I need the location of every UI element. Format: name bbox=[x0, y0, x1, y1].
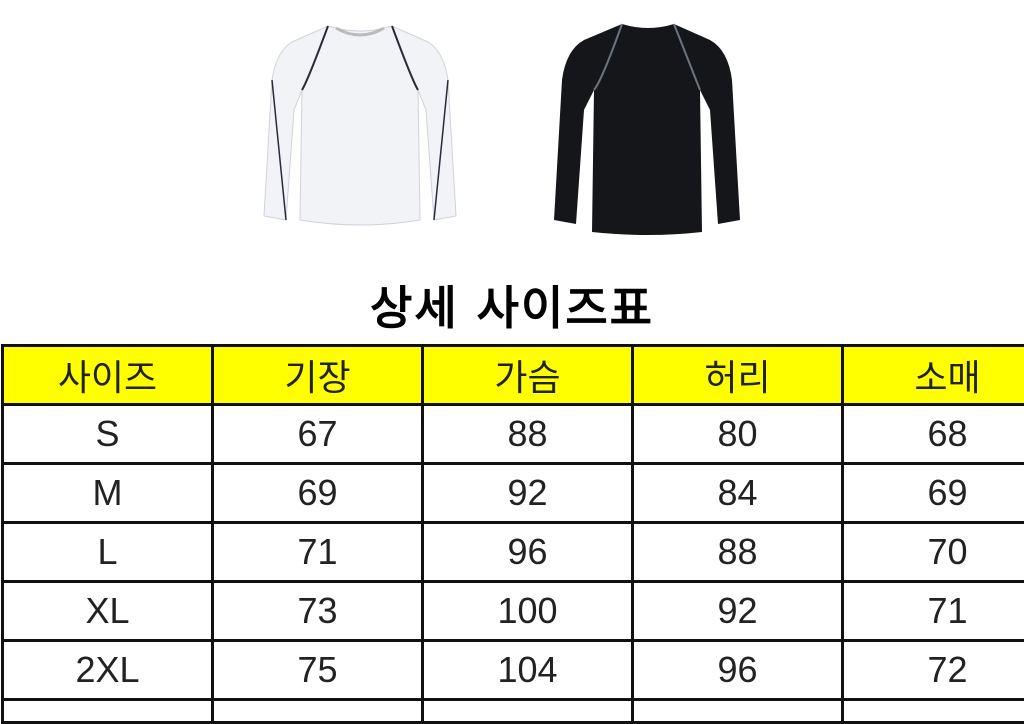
table-cell: 73 bbox=[211, 580, 424, 642]
table-cell: 71 bbox=[841, 580, 1024, 642]
table-cell: 104 bbox=[421, 639, 634, 701]
header-size: 사이즈 bbox=[1, 344, 214, 406]
table-cell: M bbox=[1, 462, 214, 524]
header-length: 기장 bbox=[211, 344, 424, 406]
table-cell: 71 bbox=[211, 521, 424, 583]
table-cell: 69 bbox=[841, 462, 1024, 524]
header-chest: 가슴 bbox=[421, 344, 634, 406]
page-title: 상세 사이즈표 bbox=[370, 281, 654, 335]
table-cell bbox=[211, 698, 424, 724]
table-cell: S bbox=[1, 403, 214, 465]
header-sleeve: 소매 bbox=[841, 344, 1024, 406]
table-row: S 67 88 80 68 bbox=[1, 403, 1024, 465]
table-cell: 75 bbox=[211, 639, 424, 701]
table-cell: XL bbox=[1, 580, 214, 642]
table-header-row: 사이즈 기장 가슴 허리 소매 bbox=[1, 344, 1024, 406]
table-cell bbox=[1, 698, 214, 724]
table-cell: 88 bbox=[631, 521, 844, 583]
table-row: XL 73 100 92 71 bbox=[1, 580, 1024, 642]
table-cell bbox=[631, 698, 844, 724]
table-cell: 2XL bbox=[1, 639, 214, 701]
table-cell: 92 bbox=[421, 462, 634, 524]
table-cell: 69 bbox=[211, 462, 424, 524]
table-cell: L bbox=[1, 521, 214, 583]
table-cell: 72 bbox=[841, 639, 1024, 701]
white-shirt-image bbox=[263, 25, 457, 226]
table-cell: 84 bbox=[631, 462, 844, 524]
size-table: 사이즈 기장 가슴 허리 소매 S 67 88 80 68 M 69 92 84 69 L 71 9… bbox=[1, 344, 1024, 724]
table-row-partial bbox=[1, 698, 1024, 724]
table-cell: 68 bbox=[841, 403, 1024, 465]
table-cell: 80 bbox=[631, 403, 844, 465]
table-cell: 96 bbox=[421, 521, 634, 583]
table-cell bbox=[421, 698, 634, 724]
table-row: M 69 92 84 69 bbox=[1, 462, 1024, 524]
table-cell: 96 bbox=[631, 639, 844, 701]
black-shirt-image bbox=[554, 23, 740, 235]
table-row: 2XL 75 104 96 72 bbox=[1, 639, 1024, 701]
table-cell: 67 bbox=[211, 403, 424, 465]
table-cell: 92 bbox=[631, 580, 844, 642]
table-cell bbox=[841, 698, 1024, 724]
header-waist: 허리 bbox=[631, 344, 844, 406]
table-cell: 88 bbox=[421, 403, 634, 465]
table-cell: 70 bbox=[841, 521, 1024, 583]
table-cell: 100 bbox=[421, 580, 634, 642]
table-row: L 71 96 88 70 bbox=[1, 521, 1024, 583]
